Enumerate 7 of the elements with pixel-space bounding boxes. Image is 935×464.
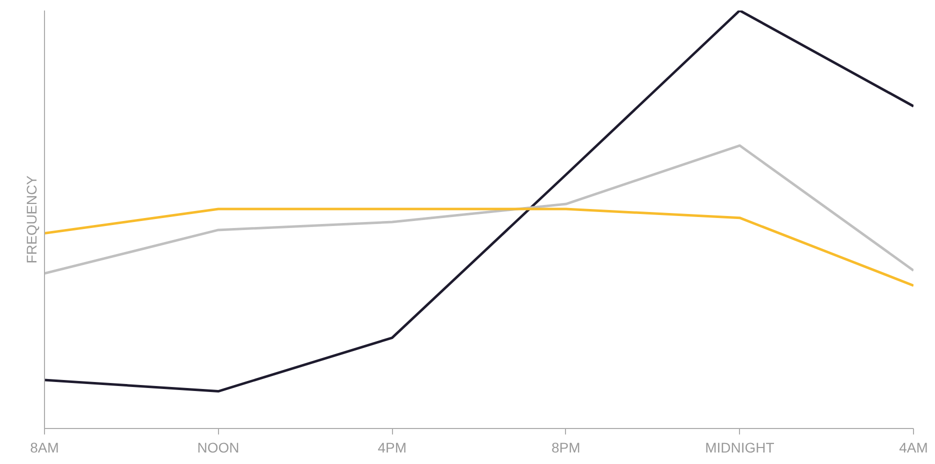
y-axis-title: FREQUENCY bbox=[24, 174, 40, 264]
x-tick-label: 8AM bbox=[30, 440, 59, 456]
x-tick-label: MIDNIGHT bbox=[705, 440, 775, 456]
x-tick-label: 4PM bbox=[378, 440, 407, 456]
x-tick-label: NOON bbox=[197, 440, 240, 456]
x-tick-label: 8PM bbox=[552, 440, 580, 456]
x-tick-label: 4AM bbox=[899, 440, 928, 456]
